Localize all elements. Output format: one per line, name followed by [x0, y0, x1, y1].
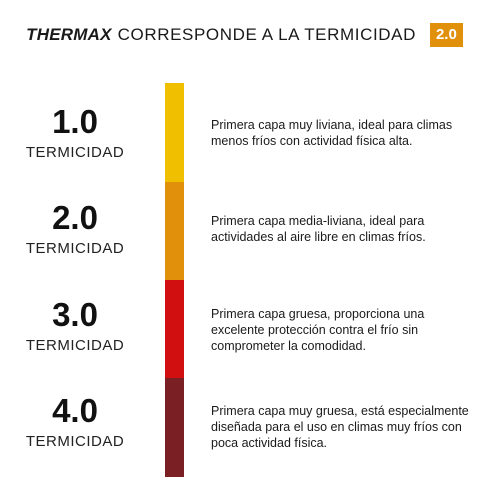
level-label: TERMICIDAD: [25, 337, 125, 354]
bar-segment-3: [165, 280, 184, 378]
level-number: 3.0: [52, 296, 98, 333]
level-description: Primera capa gruesa, proporciona una exc…: [211, 307, 425, 353]
brand-name: THERMAX: [26, 25, 112, 44]
header: THERMAX CORRESPONDE A LA TERMICIDAD 2.0: [0, 22, 489, 48]
level-number: 4.0: [52, 392, 98, 429]
level-label: TERMICIDAD: [25, 144, 125, 161]
termicidad-badge: 2.0: [429, 23, 463, 47]
level-4: 4.0 TERMICIDAD: [0, 393, 150, 452]
level-1: 1.0 TERMICIDAD: [0, 104, 150, 163]
level-3: 3.0 TERMICIDAD: [0, 297, 150, 356]
level-label: TERMICIDAD: [25, 433, 125, 450]
bar-segment-2: [165, 182, 184, 280]
header-text: CORRESPONDE A LA TERMICIDAD: [117, 25, 416, 44]
level-description: Primera capa media-liviana, ideal para a…: [211, 214, 426, 244]
level-number: 1.0: [52, 103, 98, 140]
level-description: Primera capa muy gruesa, está especialme…: [211, 404, 469, 450]
bar-segment-1: [165, 83, 184, 182]
bar-segment-4: [165, 378, 184, 477]
level-description: Primera capa muy liviana, ideal para cli…: [211, 118, 453, 148]
level-label: TERMICIDAD: [25, 240, 125, 257]
level-2: 2.0 TERMICIDAD: [0, 200, 150, 259]
level-number: 2.0: [52, 199, 98, 236]
